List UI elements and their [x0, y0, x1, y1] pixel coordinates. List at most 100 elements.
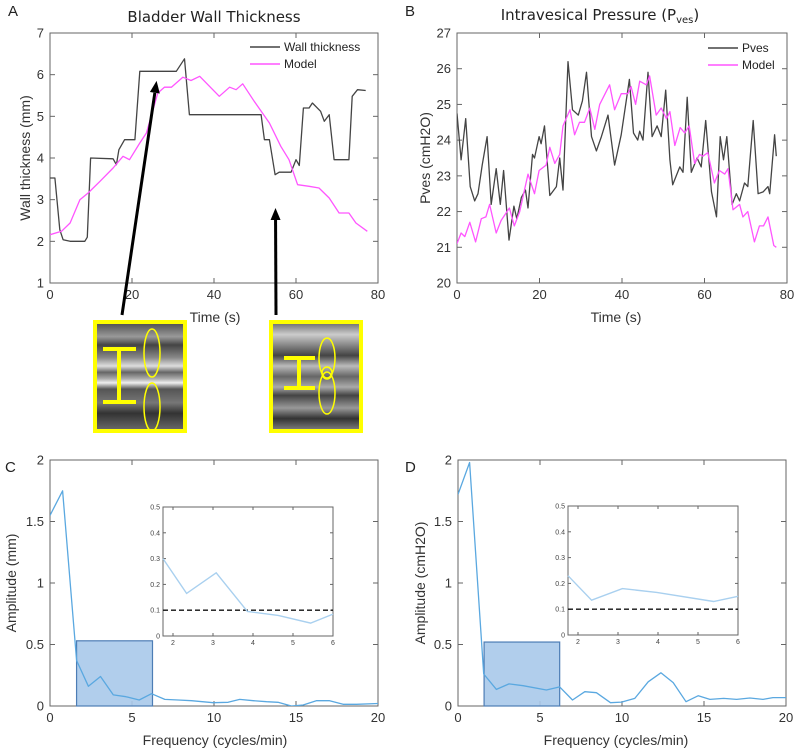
x-tick-label: 20	[779, 710, 793, 725]
y-tick-label: 25	[437, 97, 451, 112]
y-tick-label: 26	[437, 61, 451, 76]
ultrasound-annotation	[93, 80, 187, 433]
y-tick-label: 2	[37, 234, 44, 249]
series-line-fft	[458, 461, 786, 704]
x-tick-label: 60	[697, 287, 711, 302]
y-axis-label: Pves (cmH2O)	[417, 112, 433, 204]
y-tick-label: 1	[37, 276, 44, 291]
series-line-pves	[457, 60, 777, 241]
y-axis-label: Wall thickness (mm)	[17, 95, 33, 221]
ultrasound-annotation	[269, 208, 363, 433]
y-tick-label: 24	[437, 133, 451, 148]
y-tick-label: 22	[437, 204, 451, 219]
y-tick-label: 21	[437, 240, 451, 255]
x-tick-label: 10	[207, 710, 221, 725]
x-tick-label: 15	[289, 710, 303, 725]
y-tick-label: 0.5	[26, 637, 44, 652]
inset-x-tick-label: 5	[291, 640, 295, 647]
chart-title: Intravesical Pressure (Pves)	[501, 6, 700, 26]
x-tick-label: 40	[207, 287, 221, 302]
x-axis-label: Frequency (cycles/min)	[143, 732, 288, 748]
x-tick-label: 10	[615, 710, 629, 725]
y-tick-label: 5	[37, 109, 44, 124]
arrow-head-icon	[149, 80, 160, 94]
thickness-marker-icon	[103, 347, 136, 404]
inset-x-tick-label: 3	[211, 640, 215, 647]
ellipse-marker-icon	[318, 371, 336, 415]
series-line-fft	[50, 490, 378, 706]
chart-title: Bladder Wall Thickness	[127, 8, 300, 26]
ellipse-marker-icon	[318, 337, 336, 379]
inset-x-tick-label: 5	[696, 639, 700, 646]
inset-x-tick-label: 4	[656, 639, 660, 646]
chart-panel-c: CFFT of Bladder Wall Thickness0510152000…	[3, 453, 385, 749]
inset-y-tick-label: 0.1	[555, 607, 565, 614]
panel-letter: B	[405, 3, 415, 20]
inset-x-tick-label: 6	[331, 640, 335, 647]
x-tick-label: 0	[46, 710, 53, 725]
inset-y-tick-label: 0.5	[150, 505, 160, 512]
inset-chart: 2 3 4 5 6 0 0.1 0.2 0.3 0.4 0.5	[150, 505, 335, 648]
chart-title-main: Intravesical Pressure (P	[501, 6, 676, 24]
inset-y-tick-label: 0	[561, 633, 565, 640]
x-tick-label: 15	[697, 710, 711, 725]
inset-y-tick-label: 0.2	[555, 581, 565, 588]
inset-x-tick-label: 3	[616, 639, 620, 646]
legend-label: Wall thickness	[284, 40, 360, 54]
y-tick-label: 2	[37, 453, 44, 468]
inset-x-tick-label: 2	[171, 640, 175, 647]
y-tick-label: 1	[445, 576, 452, 591]
legend-label: Model	[742, 58, 775, 72]
chart-title-main: Bladder Wall Thickness	[127, 8, 300, 26]
inset-y-tick-label: 0.5	[555, 504, 565, 511]
panel-letter: C	[5, 459, 16, 476]
highlight-box	[483, 641, 561, 707]
x-tick-label: 0	[46, 287, 53, 302]
chart-title-subscript: ves	[676, 15, 693, 26]
x-tick-label: 40	[615, 287, 629, 302]
inset-series-line	[162, 558, 334, 624]
chart-panel-a: A Bladder Wall Thickness 0 20 40 60 80 1 2 3 4 5 6 7 T…	[8, 3, 385, 433]
ultrasound-image	[97, 324, 183, 429]
y-tick-label: 1	[37, 576, 44, 591]
inset-x-tick-label: 6	[736, 639, 740, 646]
highlight-box	[75, 640, 154, 707]
inset-y-tick-label: 0.1	[150, 608, 160, 615]
x-tick-label: 20	[125, 287, 139, 302]
x-tick-label: 5	[128, 710, 135, 725]
x-tick-label: 80	[371, 287, 385, 302]
legend-label: Model	[284, 57, 317, 71]
ellipse-marker-icon	[321, 366, 333, 380]
series-line-model	[457, 75, 777, 248]
x-tick-label: 0	[454, 710, 461, 725]
inset-x-tick-label: 2	[576, 639, 580, 646]
inset-y-tick-label: 0.3	[150, 556, 160, 563]
inset-chart: 2 3 4 5 6 0 0.1 0.2 0.3 0.4 0.5	[555, 504, 740, 647]
x-tick-label: 20	[371, 710, 385, 725]
y-tick-label: 7	[37, 26, 44, 41]
x-axis-label: Time (s)	[591, 309, 642, 325]
x-tick-label: 0	[453, 287, 460, 302]
y-tick-label: 27	[437, 26, 451, 41]
y-tick-label: 1.5	[26, 514, 44, 529]
y-tick-label: 1.5	[434, 514, 452, 529]
chart-panel-b: B Intravesical Pressure (Pves)0 20 40 60 8020…	[405, 3, 794, 325]
y-tick-label: 2	[445, 453, 452, 468]
inset-axes-box	[567, 505, 739, 636]
axes-box	[456, 32, 788, 284]
arrow-shaft	[120, 92, 157, 316]
inset-y-tick-label: 0.4	[150, 530, 160, 537]
inset-axes-box	[162, 506, 334, 637]
y-tick-label: 20	[437, 276, 451, 291]
inset-y-tick-label: 0.3	[555, 555, 565, 562]
y-axis-label: Amplitude (mm)	[3, 534, 19, 633]
inset-series-line	[567, 575, 739, 603]
x-tick-label: 80	[780, 287, 794, 302]
y-tick-label: 0	[37, 699, 44, 714]
y-axis-label: Amplitude (cmH2O)	[412, 522, 428, 645]
y-tick-label: 6	[37, 67, 44, 82]
ellipse-marker-icon	[143, 382, 161, 432]
x-tick-label: 5	[536, 710, 543, 725]
